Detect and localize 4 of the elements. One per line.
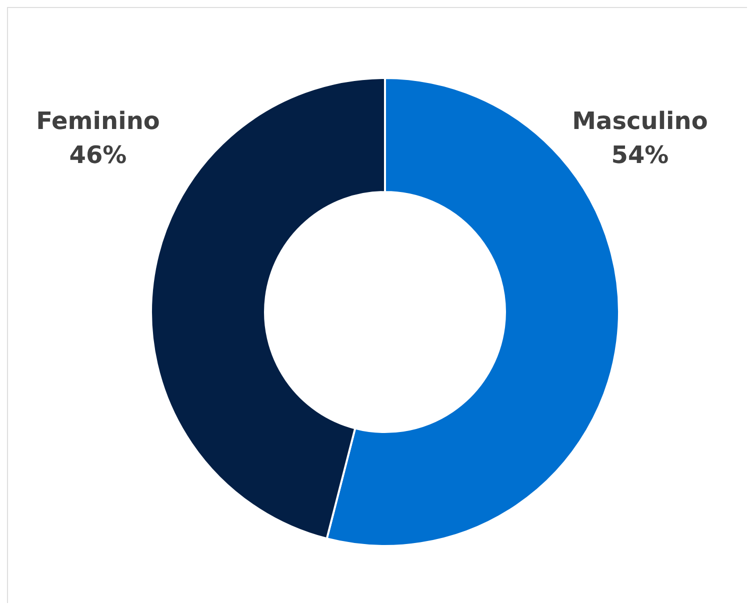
data-label: 54% xyxy=(611,141,669,169)
data-label: 46% xyxy=(69,141,127,169)
slice-label: Masculino xyxy=(572,107,708,135)
slice-label: Feminino xyxy=(36,107,160,135)
